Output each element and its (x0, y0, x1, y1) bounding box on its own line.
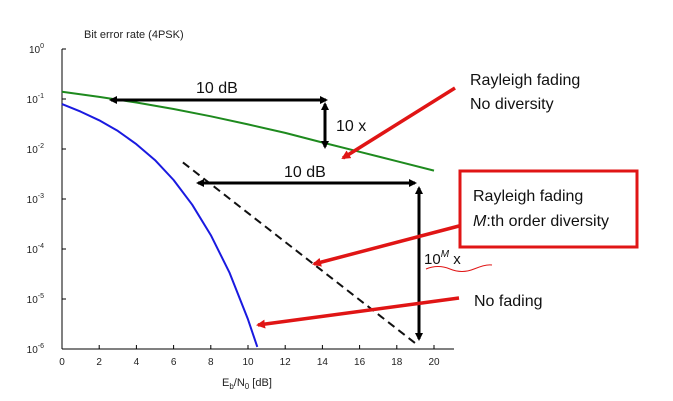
x-tick-label: 2 (96, 357, 102, 368)
x-tick-label: 8 (208, 357, 214, 368)
y-tick-label: 10-1 (27, 93, 44, 106)
ratio-label-bottom: 10M x (424, 249, 461, 268)
red-arrow-no-fading (256, 296, 460, 329)
x-tick-label: 12 (280, 357, 292, 368)
series-line-rayleigh-div (182, 161, 417, 345)
gap-label-mid: 10 dB (284, 164, 326, 181)
label-no-fading: No fading (474, 293, 543, 310)
red-arrow-diversity (312, 224, 460, 267)
ratio-label-underline (425, 264, 493, 272)
y-tick-label: 100 (29, 43, 44, 56)
red-arrow-no-diversity (341, 86, 456, 160)
x-tick-label: 14 (317, 357, 329, 368)
diversity-label-box (458, 169, 639, 249)
label-rayleigh-no-diversity-2: No diversity (470, 96, 554, 113)
x-tick-label: 18 (391, 357, 403, 368)
x-tick-label: 20 (428, 357, 440, 368)
x-tick-label: 16 (354, 357, 366, 368)
y-tick-label: 10-4 (27, 243, 44, 256)
y-tick-label: 10-2 (27, 143, 44, 156)
label-rayleigh-diversity-1: Rayleigh fading (473, 188, 583, 205)
y-tick-group: 100 10-1 10-2 10-3 10-4 10-5 10-6 (27, 43, 66, 356)
x-tick-label: 4 (134, 357, 140, 368)
label-rayleigh-no-diversity-1: Rayleigh fading (470, 72, 580, 89)
series-line-no-fading (61, 103, 259, 348)
x-tick-label: 0 (59, 357, 65, 368)
x-axis-title: Eb/N0 [dB] (222, 377, 272, 391)
y-tick-label: 10-6 (27, 343, 44, 356)
x-tick-label: 10 (242, 357, 254, 368)
label-rayleigh-diversity-2: M:th order diversity (473, 213, 609, 230)
gap-label-top: 10 dB (196, 80, 238, 97)
x-tick-group: 0 2 4 6 8 10 12 14 16 18 20 (59, 345, 440, 368)
y-tick-label: 10-3 (27, 193, 44, 206)
y-axis-title: Bit error rate (4PSK) (84, 29, 184, 41)
x-tick-label: 6 (171, 357, 177, 368)
y-tick-label: 10-5 (27, 293, 44, 306)
ratio-label-top: 10 x (336, 118, 366, 135)
